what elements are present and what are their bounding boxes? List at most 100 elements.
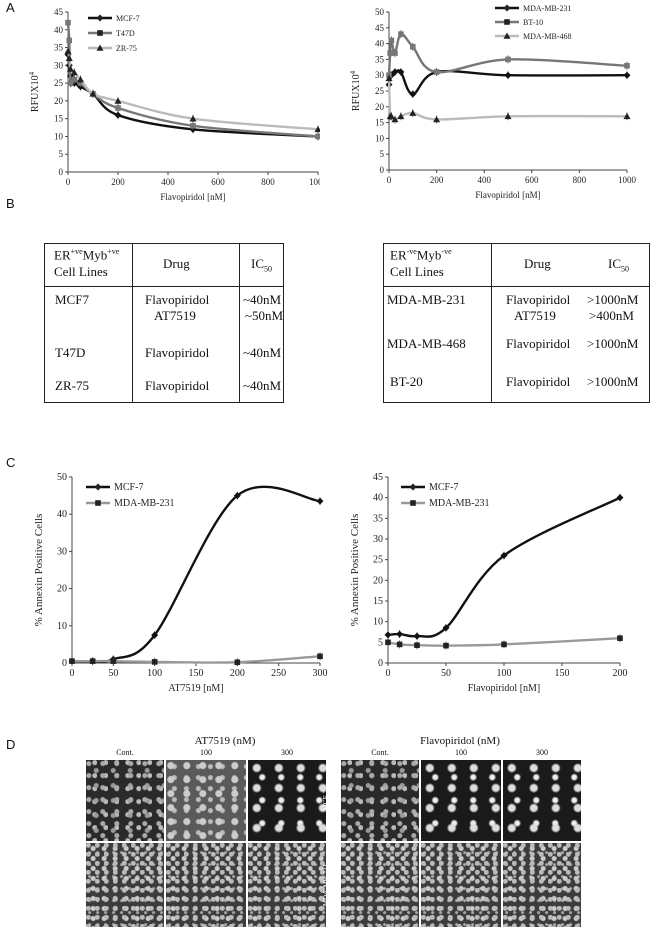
data-point — [96, 14, 104, 22]
x-tick-label: 100 — [497, 668, 512, 679]
x-tick-label: 200 — [430, 175, 444, 185]
micrograph-mcf7-at7519-cont — [85, 759, 165, 842]
x-axis-label: AT7519 [nM] — [168, 683, 223, 694]
x-tick-label: 150 — [189, 668, 204, 679]
series-line — [387, 32, 628, 76]
header-drug: Drug — [524, 256, 551, 271]
data-point — [409, 90, 417, 98]
legend-label: BT-10 — [523, 18, 543, 27]
data-point — [110, 658, 117, 664]
data-point — [71, 76, 78, 83]
row-cell-line: MDA-MB-468 — [387, 336, 466, 351]
series-line — [71, 485, 321, 663]
micrograph-mdamb231-flavopiridol-cont — [340, 842, 420, 928]
table-divider — [132, 244, 133, 402]
data-point — [623, 71, 631, 79]
x-tick-label: 1000 — [309, 177, 320, 187]
row-drug: Flavopiridol — [145, 378, 210, 393]
y-tick-label: 40 — [375, 39, 385, 49]
legend-label: MCF-7 — [116, 14, 140, 23]
row-ic50: >400nM — [589, 308, 634, 323]
x-tick-label: 200 — [613, 668, 628, 679]
data-point — [500, 552, 508, 560]
data-point — [409, 483, 417, 491]
table-divider — [239, 244, 240, 402]
header-receptor-status: ER+veMyb+ve — [54, 247, 120, 263]
chart-a-left: 0 5 10 15 20 25 30 35 40 45 0 200 400 600 800 1000 Flavo… — [28, 7, 320, 202]
data-point — [70, 68, 78, 76]
ic50-table-er-negative: ER-veMyb-ve Cell Lines Drug IC50 MDA-MB-… — [383, 243, 650, 403]
legend-label: MDA-MB-468 — [523, 32, 571, 41]
header-ic50: IC50 — [608, 256, 629, 274]
micrograph-col-label: 100 — [455, 748, 467, 757]
table-header — [384, 244, 649, 287]
legend-label: MCF-7 — [114, 482, 143, 493]
x-tick-label: 250 — [271, 668, 286, 679]
panel-label-b: B — [6, 196, 15, 211]
legend-label: ZR-75 — [116, 44, 137, 53]
y-tick-label: 50 — [57, 472, 67, 483]
data-point — [501, 641, 507, 648]
micrograph-mcf7-flavopiridol-300 — [502, 759, 582, 842]
y-tick-label: 15 — [373, 596, 383, 607]
data-point — [503, 32, 511, 39]
row-drug: Flavopiridol — [145, 345, 210, 360]
y-axis-label: % Annexin Positive Cells — [349, 514, 361, 627]
data-point — [190, 122, 196, 129]
x-tick-label: 0 — [70, 668, 75, 679]
micrograph-mdamb231-flavopiridol-100 — [420, 842, 502, 928]
y-tick-label: 30 — [54, 60, 64, 70]
y-tick-label: 30 — [57, 546, 67, 557]
y-tick-label: 5 — [59, 149, 64, 159]
x-tick-label: 200 — [111, 177, 125, 187]
x-tick-label: 300 — [313, 668, 328, 679]
data-point — [623, 112, 631, 120]
micrograph-mdamb231-at7519-300 — [247, 842, 327, 928]
data-point — [433, 115, 441, 123]
row-ic50: ~50nM — [245, 308, 284, 323]
data-point — [398, 31, 404, 37]
y-axis-label-exponent: 4 — [28, 71, 36, 75]
y-tick-label: 15 — [375, 118, 385, 128]
row-ic50: >1000nM — [587, 292, 639, 307]
micrograph-mdamb231-flavopiridol-300 — [502, 842, 582, 928]
y-tick-label: 30 — [373, 534, 383, 545]
x-tick-label: 1000 — [618, 175, 637, 185]
data-point — [409, 109, 417, 116]
data-point — [505, 56, 511, 63]
y-tick-label: 35 — [373, 513, 383, 524]
data-point — [69, 658, 75, 664]
y-tick-label: 5 — [378, 637, 383, 648]
data-point — [65, 54, 73, 62]
data-point — [624, 62, 630, 69]
data-point — [151, 659, 158, 665]
row-cell-line: ZR-75 — [55, 378, 89, 393]
row-cell-line: T47D — [55, 345, 86, 360]
row-drug: AT7519 — [514, 308, 556, 323]
y-tick-label: 25 — [373, 555, 383, 566]
legend-label: MDA-MB-231 — [523, 4, 571, 13]
data-point — [397, 68, 405, 76]
y-axis-label: RFUX104 — [28, 71, 41, 112]
y-axis-label: % Annexin Positive Cells — [33, 514, 45, 627]
data-point — [189, 115, 197, 122]
data-point — [410, 43, 416, 50]
data-point — [504, 19, 510, 25]
data-point — [233, 492, 241, 500]
y-axis-label: RFUX104 — [349, 70, 362, 111]
y-tick-label: 35 — [54, 43, 64, 53]
micrograph-mcf7-flavopiridol-cont — [340, 759, 420, 842]
data-point — [433, 69, 440, 75]
data-point — [115, 105, 121, 111]
x-tick-label: 150 — [555, 668, 570, 679]
micrograph-col-label: Cont. — [116, 748, 134, 757]
data-point — [317, 653, 323, 660]
panel-label-d: D — [6, 737, 16, 752]
y-tick-label: 5 — [380, 149, 385, 159]
row-ic50: ~40nM — [243, 378, 282, 393]
y-tick-label: 45 — [373, 472, 383, 483]
header-cell-lines: Cell Lines — [390, 264, 444, 279]
y-tick-label: 10 — [57, 621, 67, 632]
header-ic50: IC50 — [251, 256, 272, 274]
panel-label-a: A — [6, 0, 15, 15]
